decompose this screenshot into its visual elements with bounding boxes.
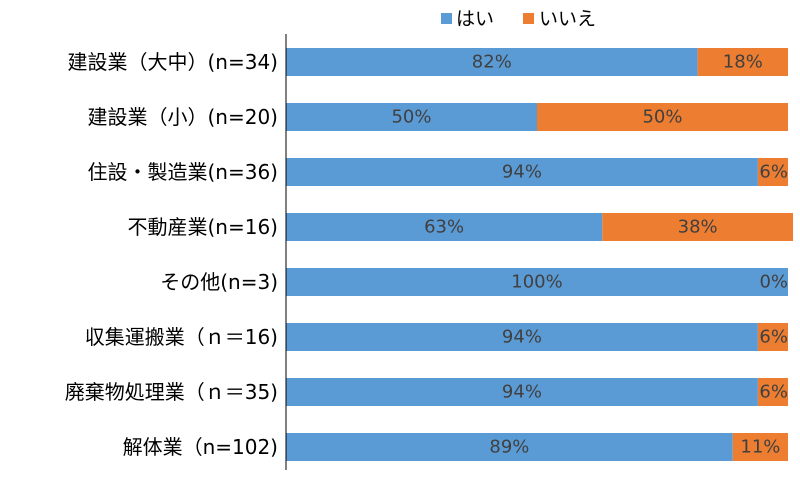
data-label-no-1: 50% [642, 107, 682, 128]
bar-no-2 [757, 158, 788, 186]
category-label-7: 解体業（n=102) [123, 435, 278, 459]
data-label-yes-3: 63% [424, 217, 464, 238]
bar-no-1 [537, 103, 788, 131]
bar-yes-7 [286, 433, 733, 461]
bar-yes-0 [286, 48, 698, 76]
category-label-1: 建設業（小）(n=20) [88, 105, 279, 129]
data-label-yes-6: 94% [502, 382, 542, 403]
bar-yes-2 [286, 158, 758, 186]
data-label-no-7: 11% [740, 437, 780, 458]
category-label-5: 収集運搬業（ｎ＝16) [85, 325, 278, 349]
data-label-no-4: 0% [759, 272, 788, 293]
legend: はい いいえ [441, 8, 596, 30]
category-label-3: 不動産業(n=16) [128, 215, 279, 239]
bar-no-7 [732, 433, 788, 461]
bar-yes-1 [286, 103, 537, 131]
bar-yes-4 [286, 268, 788, 296]
data-label-no-6: 6% [759, 382, 788, 403]
bar-yes-6 [286, 378, 758, 406]
bar-yes-3 [286, 213, 603, 241]
category-label-6: 廃棄物処理業（ｎ＝35) [65, 380, 278, 404]
legend-swatch-no [523, 13, 534, 24]
data-label-yes-2: 94% [502, 162, 542, 183]
bar-no-6 [757, 378, 788, 406]
category-label-0: 建設業（大中）(n=34) [68, 50, 279, 74]
data-label-no-5: 6% [759, 327, 788, 348]
category-label-2: 住設・製造業(n=36) [88, 160, 279, 184]
bar-no-3 [602, 213, 794, 241]
category-labels: 建設業（大中）(n=34) 建設業（小）(n=20) 住設・製造業(n=36) 不動産… [65, 50, 278, 459]
data-label-yes-4: 100% [511, 272, 562, 293]
bar-no-0 [697, 48, 788, 76]
bar-yes-5 [286, 323, 758, 351]
legend-swatch-yes [441, 13, 452, 24]
data-label-yes-5: 94% [502, 327, 542, 348]
data-label-no-2: 6% [759, 162, 788, 183]
data-label-yes-7: 89% [489, 437, 529, 458]
legend-label-yes: はい [456, 8, 494, 30]
data-label-no-0: 18% [723, 52, 763, 73]
bar-no-5 [757, 323, 788, 351]
legend-label-no: いいえ [539, 8, 596, 30]
data-label-no-3: 38% [678, 217, 718, 238]
category-label-4: その他(n=3) [160, 270, 278, 294]
bars: 82% 18% 50% 50% 94% 6% 63% 38% 100% 0% 94% 6% 94% 6% 8… [286, 48, 794, 461]
data-label-yes-0: 82% [472, 52, 512, 73]
data-label-yes-1: 50% [391, 107, 431, 128]
